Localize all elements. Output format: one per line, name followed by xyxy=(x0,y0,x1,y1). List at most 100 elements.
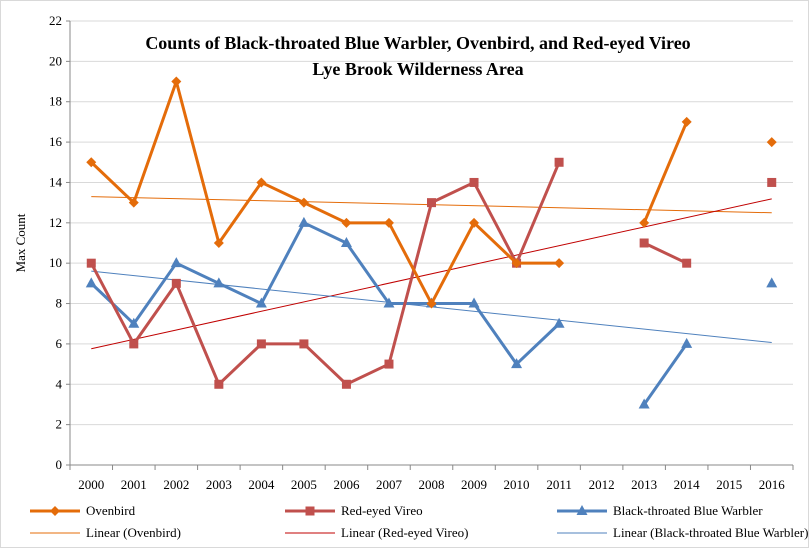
y-tick-label: 10 xyxy=(49,255,62,270)
x-tick-label: 2005 xyxy=(291,477,317,492)
data-point-diamond xyxy=(128,197,139,208)
legend-label: Black-throated Blue Warbler xyxy=(613,503,763,518)
x-tick-label: 2004 xyxy=(248,477,275,492)
x-tick-label: 2015 xyxy=(716,477,742,492)
data-point-triangle xyxy=(468,297,480,308)
y-tick-label: 0 xyxy=(56,457,63,472)
series-line xyxy=(89,161,561,386)
legend-label: Linear (Ovenbird) xyxy=(86,525,181,540)
data-point-square xyxy=(384,359,394,369)
data-point-diamond xyxy=(766,137,777,148)
data-point-square xyxy=(427,198,436,208)
y-tick-label: 12 xyxy=(49,215,62,230)
data-point-triangle xyxy=(681,337,693,348)
data-point-diamond xyxy=(426,298,437,309)
series-line xyxy=(642,121,689,224)
data-point-square xyxy=(171,278,181,288)
series-line xyxy=(90,221,561,366)
x-tick-label: 2006 xyxy=(333,477,360,492)
series-line xyxy=(643,241,688,265)
data-point-square xyxy=(767,177,777,187)
series-group xyxy=(85,76,778,409)
x-tick-label: 2012 xyxy=(589,477,615,492)
y-tick-label: 2 xyxy=(56,417,63,432)
x-tick-label: 2002 xyxy=(163,477,189,492)
y-axis-label: Max Count xyxy=(13,213,28,272)
trendline xyxy=(91,198,772,350)
data-point-square xyxy=(469,177,479,187)
x-tick-label: 2013 xyxy=(631,477,657,492)
x-tick-label: 2001 xyxy=(121,477,147,492)
data-point-triangle xyxy=(638,398,650,409)
data-point-triangle xyxy=(298,216,310,227)
y-tick-label: 14 xyxy=(49,174,63,189)
data-point-square xyxy=(554,157,564,167)
data-point-diamond xyxy=(511,258,522,269)
legend-label: Linear (Black-throated Blue Warbler) xyxy=(613,525,808,540)
series-ovenbird xyxy=(86,76,777,309)
data-point-square xyxy=(86,258,96,268)
legend-label: Ovenbird xyxy=(86,503,136,518)
data-point-triangle xyxy=(85,277,97,288)
x-tick-label: 2000 xyxy=(78,477,104,492)
data-point-diamond xyxy=(256,177,267,188)
data-point-triangle xyxy=(576,505,588,515)
chart-title: Counts of Black-throated Blue Warbler, O… xyxy=(145,33,690,53)
data-point-square xyxy=(299,339,309,349)
data-point-triangle xyxy=(383,297,395,308)
data-point-diamond xyxy=(554,258,565,269)
x-tick-label: 2007 xyxy=(376,477,403,492)
data-point-diamond xyxy=(171,76,182,87)
series-line xyxy=(642,343,688,406)
axes: 0 2 4 6 8 10 12 14 16 18 20 22 2000 2001 2002 2003 2004 2… xyxy=(49,13,794,492)
x-tick-label: 2009 xyxy=(461,477,487,492)
y-tick-label: 20 xyxy=(49,53,62,68)
data-point-diamond xyxy=(639,217,650,228)
data-point-diamond xyxy=(469,217,480,228)
data-point-square xyxy=(214,379,224,389)
data-point-diamond xyxy=(681,116,692,127)
x-tick-label: 2008 xyxy=(419,477,445,492)
data-point-triangle xyxy=(170,257,182,268)
data-point-square xyxy=(256,339,266,349)
x-tick-label: 2010 xyxy=(504,477,530,492)
y-tick-label: 22 xyxy=(49,13,62,28)
data-point-square xyxy=(341,379,351,389)
data-point-triangle xyxy=(553,317,565,328)
x-tick-label: 2016 xyxy=(759,477,786,492)
data-point-triangle xyxy=(766,277,778,288)
legend-label: Red-eyed Vireo xyxy=(341,503,423,518)
data-point-triangle xyxy=(255,297,267,308)
chart-subtitle: Lye Brook Wilderness Area xyxy=(312,59,523,79)
data-point-diamond xyxy=(86,157,97,168)
data-point-triangle xyxy=(128,317,140,328)
legend-label: Linear (Red-eyed Vireo) xyxy=(341,525,468,540)
y-tick-label: 16 xyxy=(49,134,63,149)
series-line xyxy=(90,80,560,306)
data-point-diamond xyxy=(383,217,394,228)
data-point-diamond xyxy=(213,238,224,248)
y-tick-label: 6 xyxy=(56,336,63,351)
x-tick-label: 2011 xyxy=(546,477,572,492)
data-point-square xyxy=(682,258,692,268)
gridlines xyxy=(70,20,793,426)
data-point-triangle xyxy=(340,237,352,247)
legend: Ovenbird Red-eyed Vireo Black-throated Blu… xyxy=(30,503,808,540)
data-point-diamond xyxy=(50,506,60,516)
series-red-eyed-vireo xyxy=(86,157,777,389)
y-tick-label: 8 xyxy=(56,296,63,311)
x-tick-label: 2014 xyxy=(674,477,701,492)
data-point-square xyxy=(305,506,315,516)
y-tick-label: 18 xyxy=(49,94,62,109)
x-tick-label: 2003 xyxy=(206,477,232,492)
data-point-square xyxy=(639,238,649,248)
y-tick-label: 4 xyxy=(56,376,63,391)
data-point-triangle xyxy=(213,277,225,288)
data-point-diamond xyxy=(298,197,309,208)
data-point-diamond xyxy=(341,217,352,228)
data-point-square xyxy=(129,339,139,349)
data-point-triangle xyxy=(511,358,523,369)
